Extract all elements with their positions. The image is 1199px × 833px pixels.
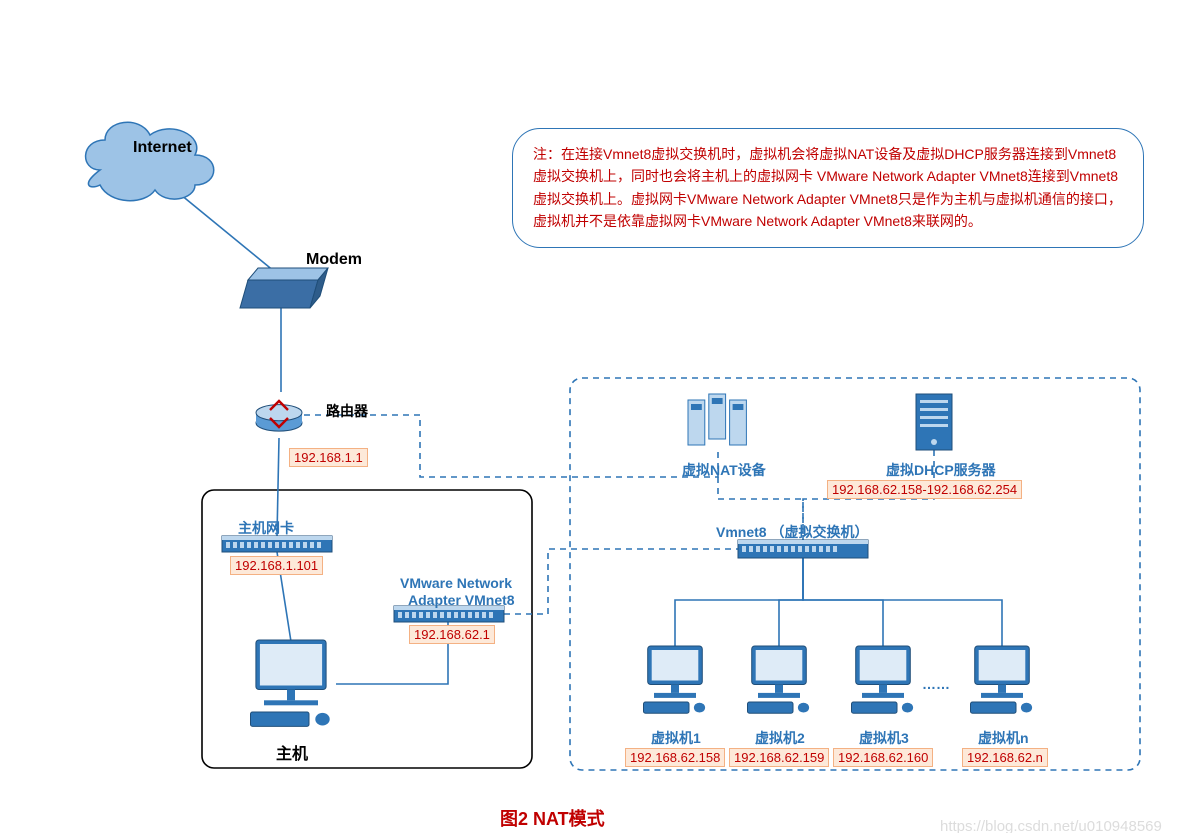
ip-vm3: 192.168.62.160 <box>833 748 933 767</box>
modem-icon <box>240 268 328 308</box>
label-router: 路由器 <box>326 401 368 421</box>
edge-router-nat_dev <box>304 415 718 477</box>
ip-vmn: 192.168.62.n <box>962 748 1048 767</box>
router-icon <box>256 401 302 431</box>
label-dhcp: 虚拟DHCP服务器 <box>886 460 996 480</box>
nat-cluster-icon <box>688 394 746 445</box>
ip-vmnet8_nic: 192.168.62.1 <box>409 625 495 644</box>
vmnet8_nic-icon <box>394 606 504 622</box>
label-vm3: 虚拟机3 <box>859 728 909 748</box>
figure-caption: 图2 NAT模式 <box>500 805 605 831</box>
internet-cloud-icon <box>86 122 214 200</box>
label-vmn: 虚拟机n <box>978 728 1029 748</box>
label-vm2: 虚拟机2 <box>755 728 805 748</box>
edge-vswitch-vm1 <box>675 558 803 646</box>
vmn-icon <box>971 646 1033 713</box>
label-modem: Modem <box>306 251 362 269</box>
switch-icon <box>738 540 868 558</box>
label-host_nic: 主机网卡 <box>238 518 294 538</box>
label2-vmnet8_nic: Adapter VMnet8 <box>408 592 515 608</box>
ip-host_nic: 192.168.1.101 <box>230 556 323 575</box>
label-nat_dev: 虚拟NAT设备 <box>682 460 766 480</box>
host_nic-icon <box>222 536 332 552</box>
edge-vswitch-vm2 <box>779 558 803 646</box>
diagram-canvas <box>0 0 1199 833</box>
server-icon <box>916 394 952 450</box>
edge-vmnet8_nic-vswitch <box>504 549 738 614</box>
ip-dhcp: 192.168.62.158-192.168.62.254 <box>827 480 1022 499</box>
edge-vswitch-vm3 <box>803 558 883 646</box>
note-text: 注：在连接Vmnet8虚拟交换机时，虚拟机会将虚拟NAT设备及虚拟DHCP服务器… <box>533 146 1122 229</box>
ip-vm2: 192.168.62.159 <box>729 748 829 767</box>
label-vm1: 虚拟机1 <box>651 728 701 748</box>
host-pc-icon <box>251 640 330 726</box>
edge-vswitch-vmn <box>803 558 1002 646</box>
label-internet: Internet <box>133 139 192 157</box>
ip-router: 192.168.1.1 <box>289 448 368 467</box>
vm3-icon <box>852 646 914 713</box>
note-box: 注：在连接Vmnet8虚拟交换机时，虚拟机会将虚拟NAT设备及虚拟DHCP服务器… <box>512 128 1144 248</box>
label-vswitch: Vmnet8 （虚拟交换机） <box>716 522 868 542</box>
vm1-icon <box>644 646 706 713</box>
watermark-text: https://blog.csdn.net/u010948569 <box>940 818 1162 833</box>
label-dots: …… <box>922 676 950 692</box>
ip-vm1: 192.168.62.158 <box>625 748 725 767</box>
label-host_pc: 主机 <box>276 740 308 764</box>
vm2-icon <box>748 646 810 713</box>
edge-internet-modem <box>175 190 280 276</box>
label-vmnet8_nic: VMware Network <box>400 575 512 591</box>
